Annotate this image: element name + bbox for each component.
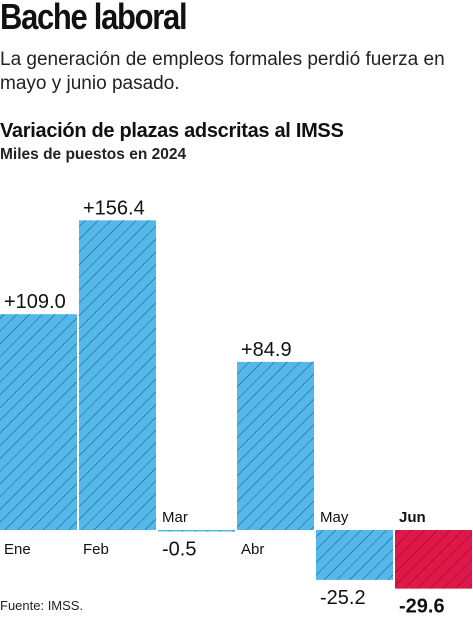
value-label-abr: +84.9 xyxy=(241,339,292,361)
value-label-ene: +109.0 xyxy=(4,291,66,313)
bar-hatch-abr xyxy=(237,361,314,530)
bar-hatch-jun xyxy=(395,530,472,589)
category-label-jun: Jun xyxy=(399,509,426,526)
category-label-mar: Mar xyxy=(162,509,188,526)
chart-subtitle: Miles de puestos en 2024 xyxy=(0,146,187,163)
bar-hatch-ene xyxy=(0,314,77,530)
headline: Bache laboral xyxy=(0,0,188,37)
value-label-may: -25.2 xyxy=(320,587,366,609)
bar-hatch-mar xyxy=(158,530,235,532)
value-label-mar: -0.5 xyxy=(162,539,196,561)
value-label-jun: -29.6 xyxy=(399,596,445,618)
chart-title: Variación de plazas adscritas al IMSS xyxy=(0,120,344,142)
subtitle: La generación de empleos formales perdió… xyxy=(0,49,445,94)
bar-hatch-feb xyxy=(79,220,156,530)
bar-hatch-may xyxy=(316,530,393,580)
category-label-abr: Abr xyxy=(241,541,264,558)
source-note: Fuente: IMSS. xyxy=(0,598,84,613)
value-label-feb: +156.4 xyxy=(83,197,145,219)
category-label-feb: Feb xyxy=(83,541,109,558)
category-label-may: May xyxy=(320,509,349,526)
category-label-ene: Ene xyxy=(4,541,31,558)
